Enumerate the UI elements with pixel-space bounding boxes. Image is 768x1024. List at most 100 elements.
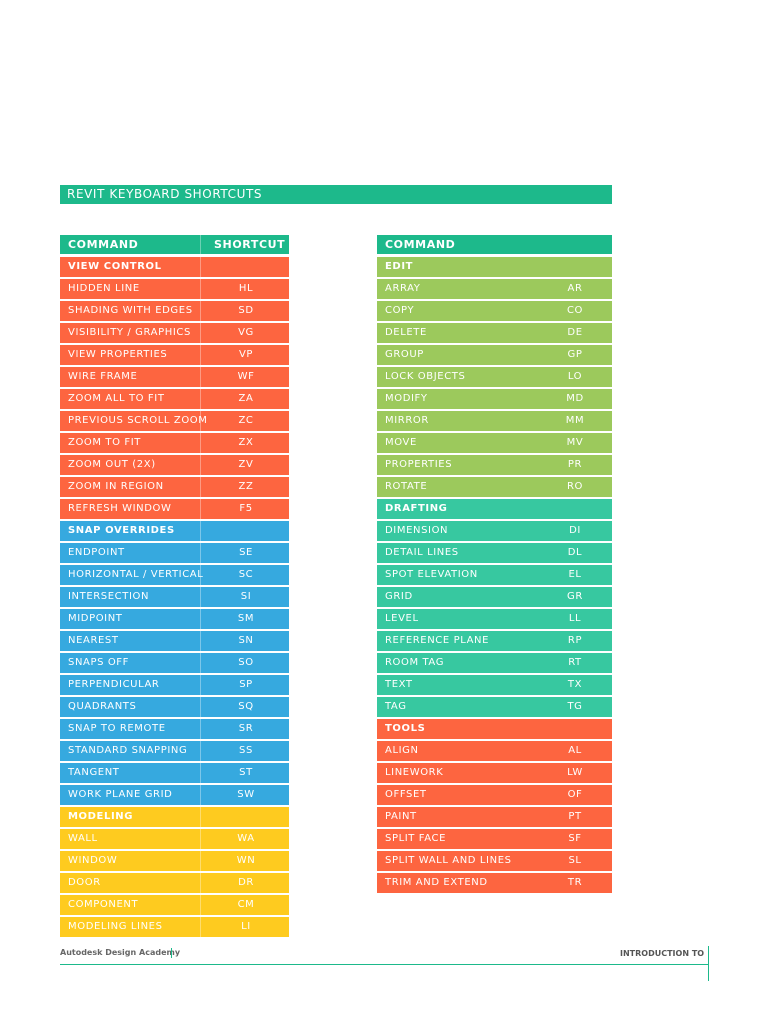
shortcut-key: DR	[238, 877, 254, 888]
command-name: DELETE	[385, 327, 427, 338]
command-name: NEAREST	[68, 635, 119, 646]
shortcut-row: WINDOW WN	[60, 851, 289, 871]
command-name: HIDDEN LINE	[68, 283, 140, 294]
command-name: PERPENDICULAR	[68, 679, 160, 690]
shortcut-row: DETAIL LINES DL	[377, 543, 612, 563]
command-name: LEVEL	[385, 613, 419, 624]
shortcut-key: LI	[241, 921, 251, 932]
command-name: ENDPOINT	[68, 547, 125, 558]
shortcut-key: ZX	[238, 437, 254, 448]
command-name: ROOM TAG	[385, 657, 445, 668]
shortcut-key: PT	[568, 811, 582, 822]
command-name: ZOOM TO FIT	[68, 437, 141, 448]
shortcut-row: ZOOM TO FIT ZX	[60, 433, 289, 453]
command-name: REFERENCE PLANE	[385, 635, 490, 646]
shortcut-key: ZV	[238, 459, 254, 470]
section-title: MODELING	[68, 811, 134, 822]
command-name: DOOR	[68, 877, 101, 888]
column-divider	[200, 675, 201, 695]
shortcut-key: TX	[567, 679, 583, 690]
column-divider	[200, 521, 201, 541]
shortcut-row: LOCK OBJECTS LO	[377, 367, 612, 387]
shortcut-key: AR	[567, 283, 583, 294]
shortcut-key: ST	[239, 767, 253, 778]
column-divider	[200, 345, 201, 365]
command-name: MODELING LINES	[68, 921, 163, 932]
shortcut-key: SF	[568, 833, 582, 844]
command-name: MODIFY	[385, 393, 428, 404]
shortcut-key: SE	[239, 547, 253, 558]
shortcut-row: ROTATE RO	[377, 477, 612, 497]
footer-brand: Autodesk Design Academy	[60, 948, 181, 957]
command-name: PROPERTIES	[385, 459, 453, 470]
column-divider	[200, 323, 201, 343]
command-name: ZOOM ALL TO FIT	[68, 393, 165, 404]
shortcut-key: MD	[566, 393, 584, 404]
document-title: REVIT KEYBOARD SHORTCUTS	[60, 185, 612, 204]
section-header: VIEW CONTROL	[60, 257, 289, 277]
shortcut-row: ARRAY AR	[377, 279, 612, 299]
command-name: STANDARD SNAPPING	[68, 745, 188, 756]
column-divider	[200, 917, 201, 937]
command-name: MIRROR	[385, 415, 429, 426]
column-divider	[200, 499, 201, 519]
shortcut-row: REFRESH WINDOW F5	[60, 499, 289, 519]
shortcut-key: ZA	[238, 393, 254, 404]
command-name: QUADRANTS	[68, 701, 137, 712]
header-cell: COMMAND	[68, 238, 139, 251]
command-name: VISIBILITY / GRAPHICS	[68, 327, 191, 338]
table-header: COMMAND SHORTCUT	[60, 235, 289, 254]
command-name: ZOOM IN REGION	[68, 481, 164, 492]
command-name: SPLIT WALL AND LINES	[385, 855, 512, 866]
table-header: COMMAND	[377, 235, 612, 254]
command-name: SPLIT FACE	[385, 833, 446, 844]
command-name: WALL	[68, 833, 98, 844]
shortcut-row: ZOOM ALL TO FIT ZA	[60, 389, 289, 409]
shortcut-row: DOOR DR	[60, 873, 289, 893]
column-divider	[200, 587, 201, 607]
column-divider	[200, 301, 201, 321]
command-name: GROUP	[385, 349, 424, 360]
shortcut-row: MODELING LINES LI	[60, 917, 289, 937]
shortcut-row: HORIZONTAL / VERTICAL SC	[60, 565, 289, 585]
shortcut-row: QUADRANTS SQ	[60, 697, 289, 717]
shortcut-key: SP	[239, 679, 253, 690]
column-divider	[200, 807, 201, 827]
shortcut-key: RP	[567, 635, 583, 646]
shortcut-key: LL	[568, 613, 582, 624]
shortcut-key: MV	[566, 437, 584, 448]
shortcut-key: CO	[566, 305, 584, 316]
shortcut-row: MODIFY MD	[377, 389, 612, 409]
shortcut-key: DI	[569, 525, 581, 536]
section-header: EDIT	[377, 257, 612, 277]
shortcut-row: TEXT TX	[377, 675, 612, 695]
column-divider	[200, 609, 201, 629]
shortcut-key: SO	[238, 657, 254, 668]
command-name: WINDOW	[68, 855, 118, 866]
command-name: TAG	[385, 701, 407, 712]
shortcut-row: OFFSET OF	[377, 785, 612, 805]
column-divider	[200, 785, 201, 805]
command-name: HORIZONTAL / VERTICAL	[68, 569, 204, 580]
shortcut-key: SI	[240, 591, 252, 602]
shortcut-row: LINEWORK LW	[377, 763, 612, 783]
shortcut-row: SNAP TO REMOTE SR	[60, 719, 289, 739]
column-divider	[200, 851, 201, 871]
shortcut-key: WF	[237, 371, 255, 382]
column-divider	[200, 829, 201, 849]
shortcut-key: ZZ	[238, 481, 254, 492]
shortcut-key: WN	[236, 855, 256, 866]
command-name: COMPONENT	[68, 899, 139, 910]
column-divider	[200, 719, 201, 739]
shortcut-row: COPY CO	[377, 301, 612, 321]
shortcut-key: AL	[568, 745, 582, 756]
command-name: TRIM AND EXTEND	[385, 877, 488, 888]
shortcut-key: OF	[567, 789, 583, 800]
shortcut-row: SPLIT WALL AND LINES SL	[377, 851, 612, 871]
section-title: TOOLS	[385, 723, 426, 734]
shortcut-row: HIDDEN LINE HL	[60, 279, 289, 299]
shortcut-key: LO	[567, 371, 583, 382]
command-name: SHADING WITH EDGES	[68, 305, 193, 316]
column-divider	[200, 477, 201, 497]
command-name: MOVE	[385, 437, 417, 448]
